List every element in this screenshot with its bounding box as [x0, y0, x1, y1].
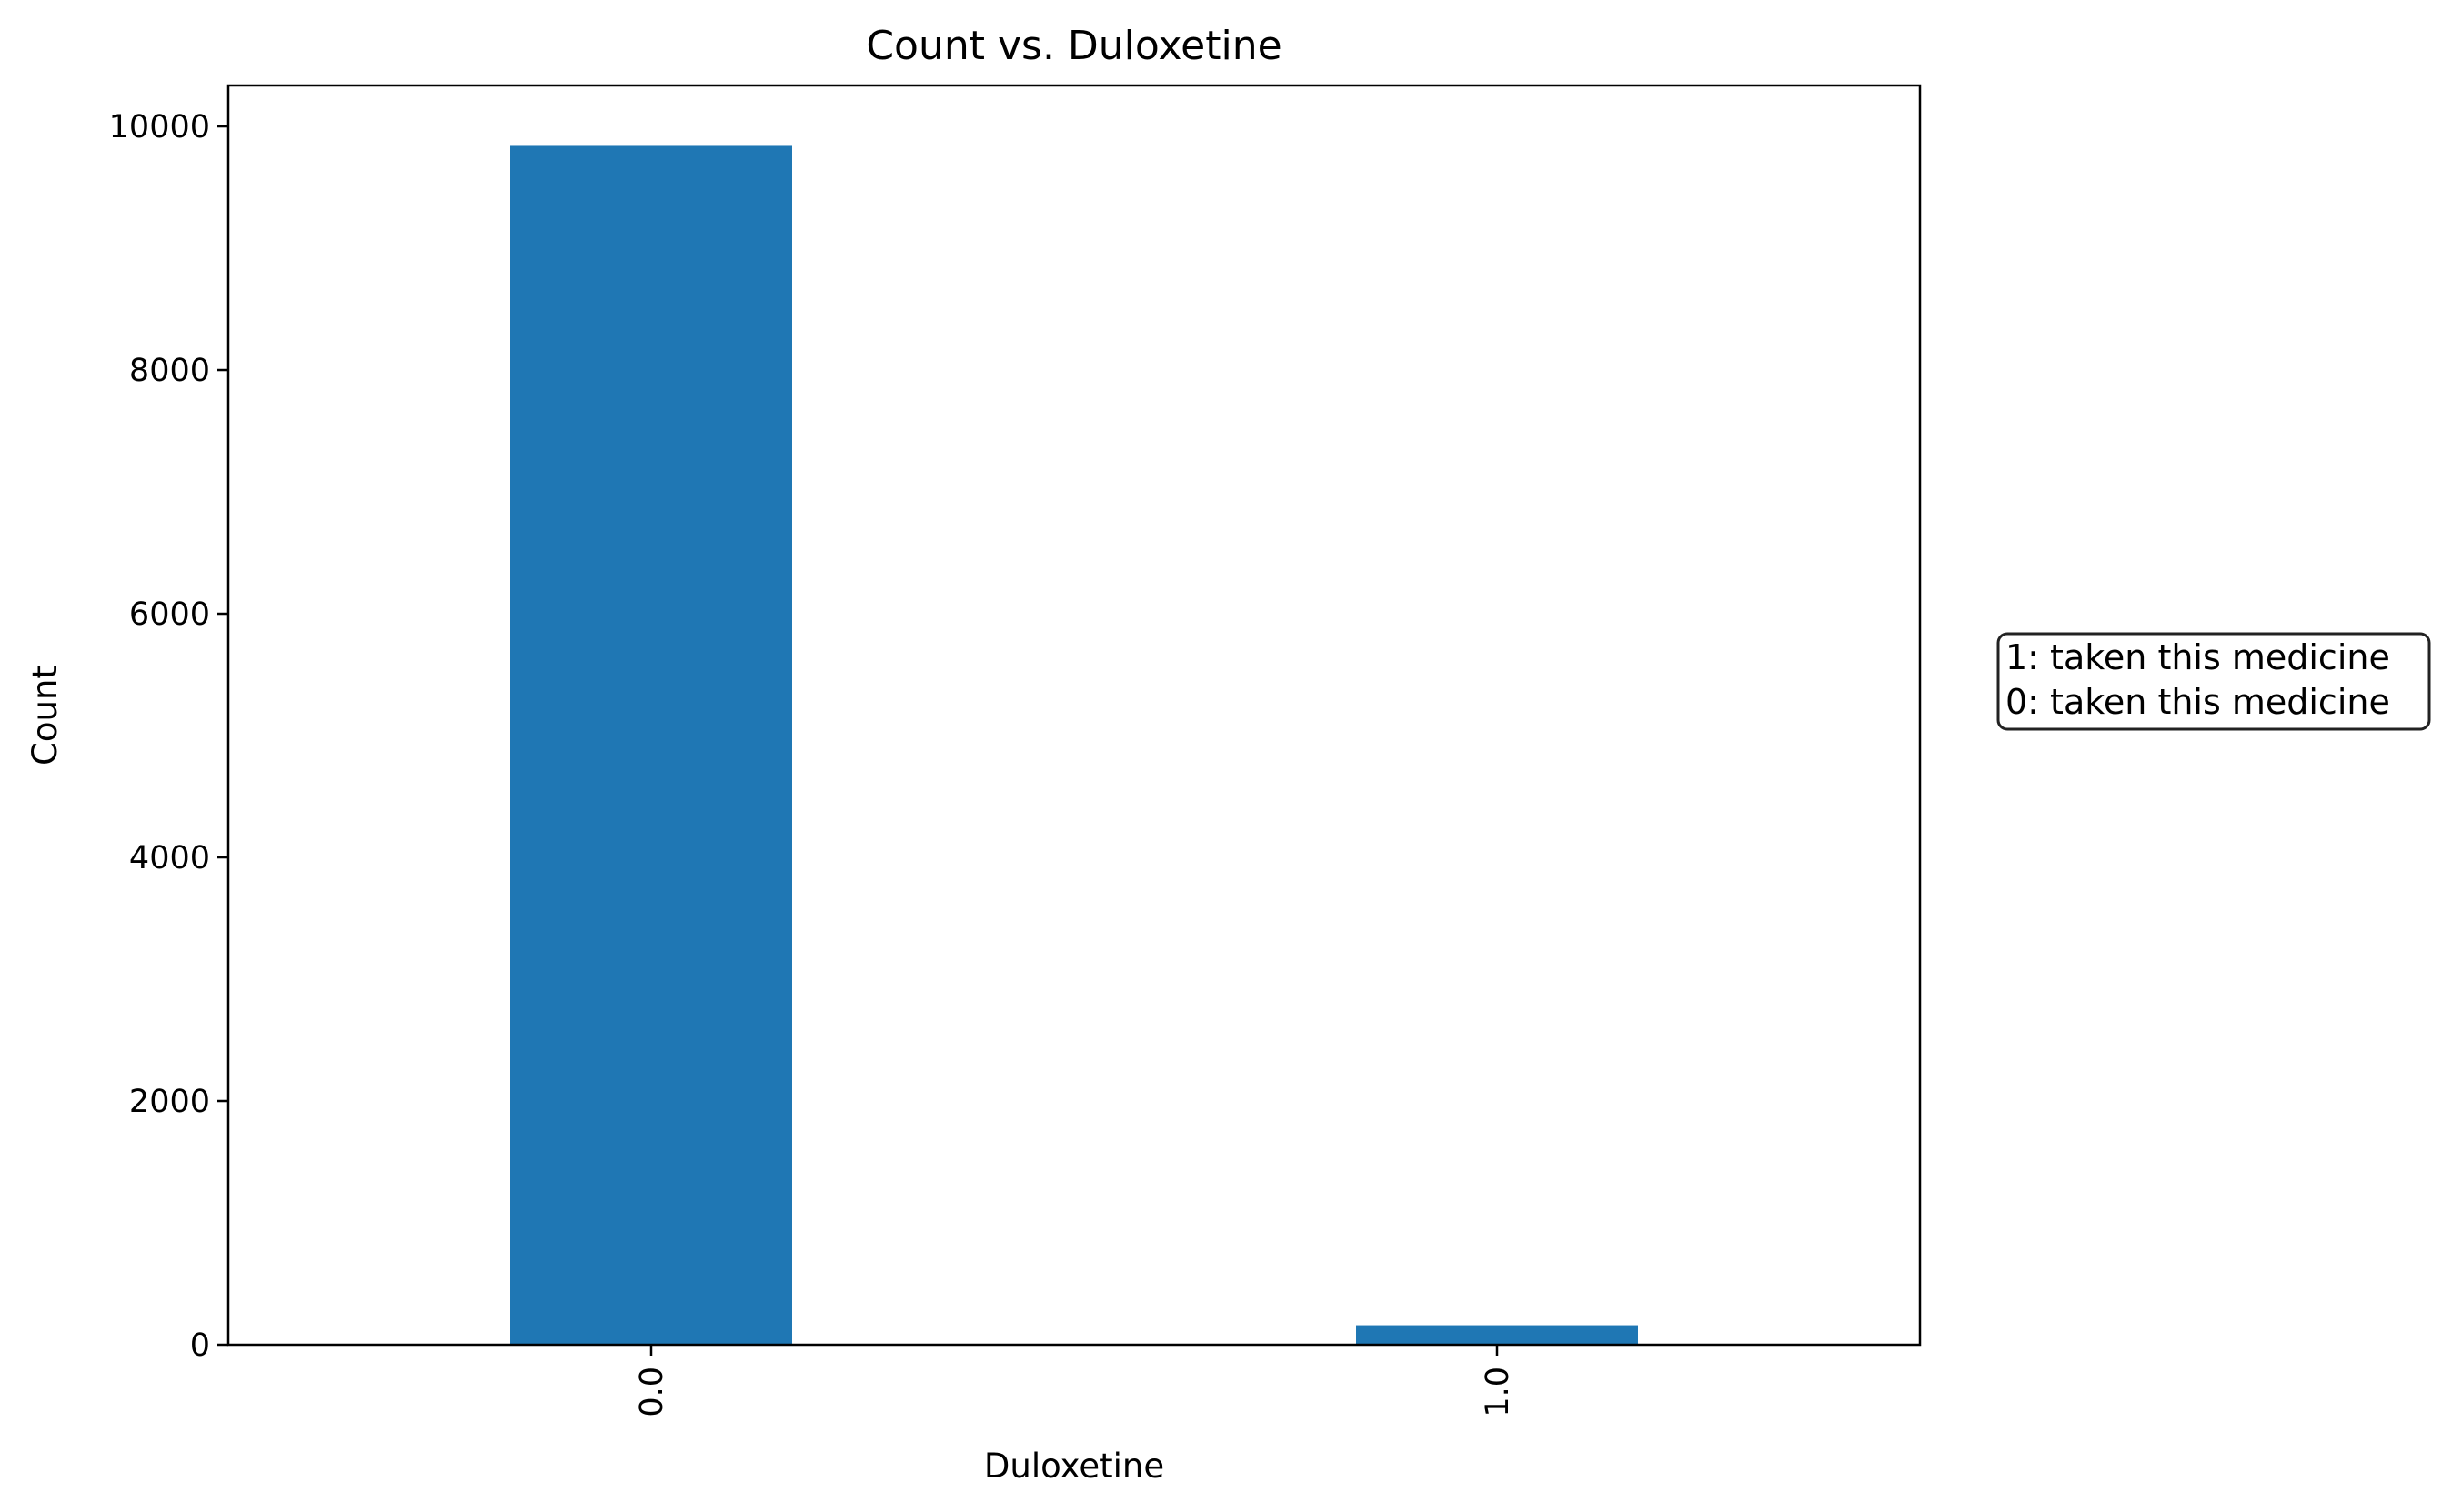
- chart-title: Count vs. Duloxetine: [866, 23, 1281, 69]
- legend-note-line-2: 0: taken this medicine: [2005, 682, 2390, 722]
- x-tick-label: 0.0: [634, 1367, 670, 1417]
- y-tick-label: 8000: [129, 353, 210, 389]
- legend-note-line-1: 1: taken this medicine: [2005, 637, 2390, 677]
- bars-group: [510, 145, 1638, 1345]
- y-axis-label: Count: [25, 666, 65, 766]
- bar-0.0: [510, 145, 792, 1345]
- legend-note: 1: taken this medicine 0: taken this med…: [1996, 632, 2431, 731]
- x-axis: 0.0 1.0: [634, 1345, 1516, 1417]
- y-tick-label: 0: [190, 1327, 210, 1364]
- y-tick-label: 10000: [109, 109, 210, 145]
- x-tick-label: 1.0: [1480, 1367, 1516, 1417]
- bar-1.0: [1356, 1325, 1638, 1345]
- y-tick-label: 4000: [129, 840, 210, 876]
- y-axis: 0 2000 4000 6000 8000 10000: [109, 109, 228, 1364]
- legend-note-box: [1996, 632, 2431, 731]
- plot-frame: [226, 84, 1922, 1347]
- y-tick-label: 6000: [129, 596, 210, 633]
- y-tick-label: 2000: [129, 1084, 210, 1120]
- x-axis-label: Duloxetine: [984, 1447, 1164, 1486]
